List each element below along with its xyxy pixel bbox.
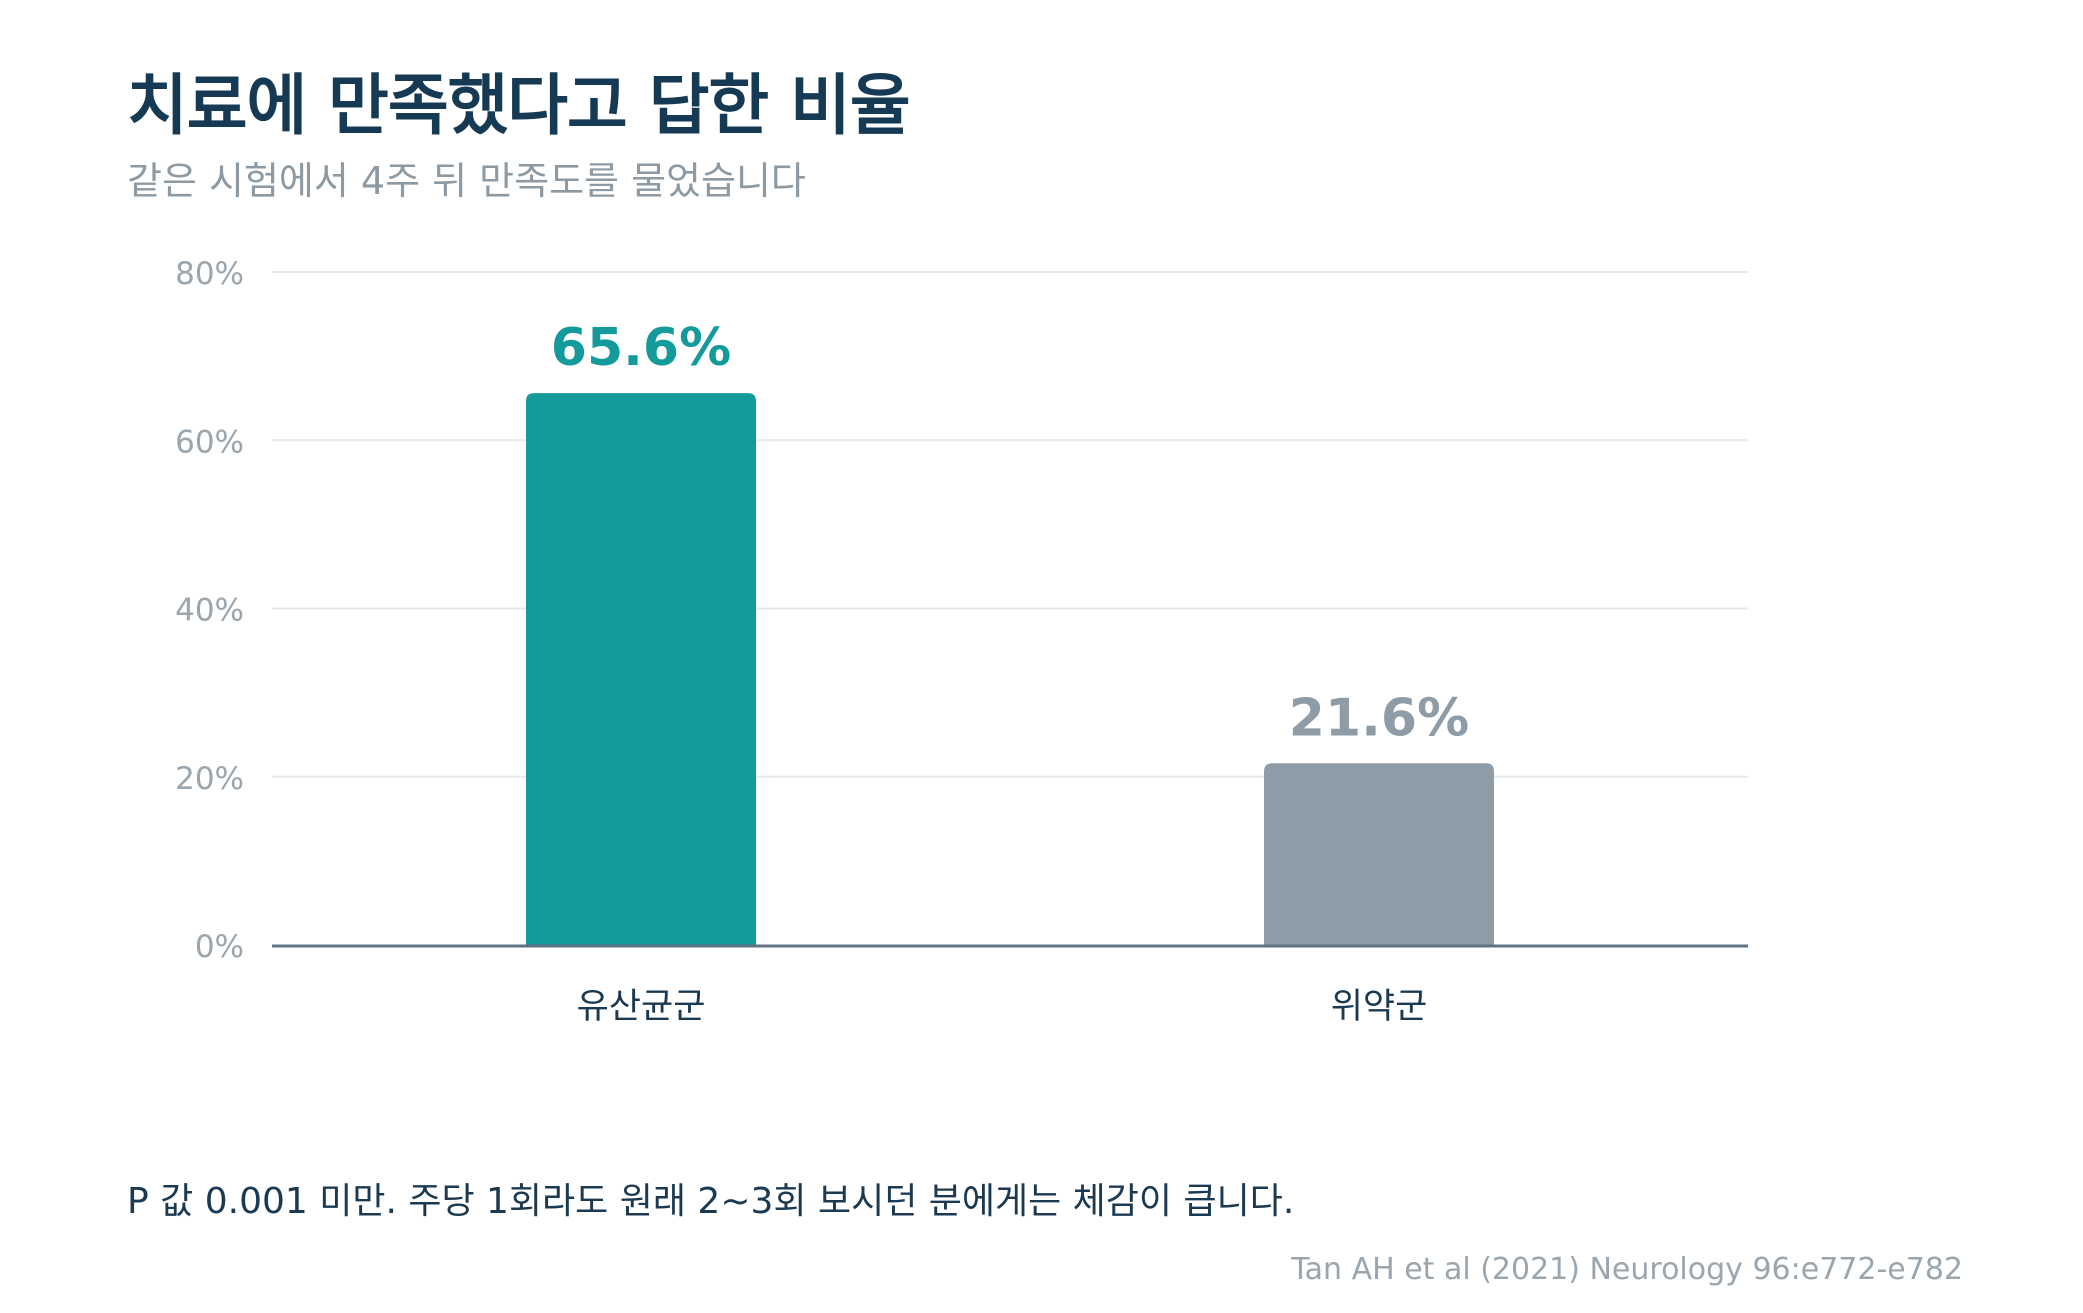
y-tick-label: 60% xyxy=(175,424,244,460)
y-tick-label: 0% xyxy=(195,929,244,965)
value-label: 21.6% xyxy=(1289,688,1469,748)
y-tick-label: 20% xyxy=(175,761,244,797)
bar-1 xyxy=(526,393,756,945)
value-label: 65.6% xyxy=(551,318,731,378)
footnote: P 값 0.001 미만. 주당 1회라도 원래 2~3회 보시던 분에게는 체… xyxy=(127,1181,1295,1222)
y-tick-label: 80% xyxy=(175,256,244,292)
x-tick-label: 위약군 xyxy=(1331,987,1428,1027)
bar-chart: 0% 20% 40% 60% 80% 65.6% 21.6% 유산균군 위약군 xyxy=(175,256,1748,1027)
y-tick-label: 40% xyxy=(175,593,244,629)
source-citation: Tan AH et al (2021) Neurology 96:e772-e7… xyxy=(1291,1252,1963,1287)
x-tick-labels: 유산균군 위약군 xyxy=(577,987,1428,1027)
bar-2 xyxy=(1264,763,1494,945)
gridlines xyxy=(272,271,1748,778)
chart-title: 치료에 만족했다고 답한 비율 xyxy=(127,67,911,144)
bars xyxy=(526,393,1494,945)
x-tick-label: 유산균군 xyxy=(577,987,706,1027)
chart-subtitle: 같은 시험에서 4주 뒤 만족도를 물었습니다 xyxy=(127,159,806,203)
value-labels: 65.6% 21.6% xyxy=(551,318,1469,748)
y-tick-labels: 0% 20% 40% 60% 80% xyxy=(175,256,244,965)
